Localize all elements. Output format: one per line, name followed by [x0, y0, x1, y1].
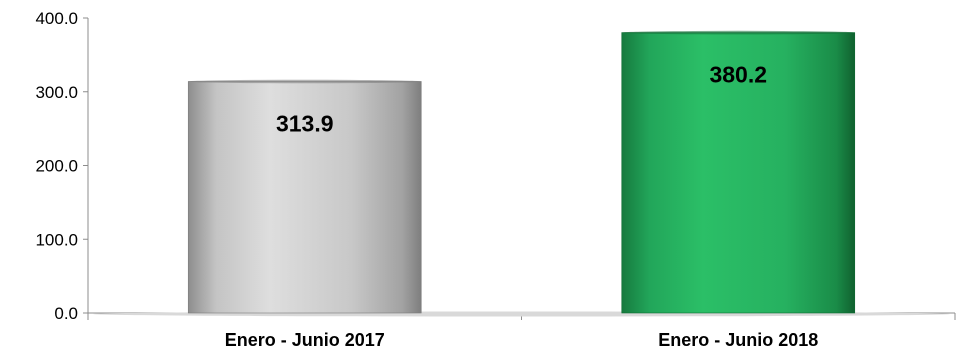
bar-1 [187, 81, 422, 314]
y-tick-label: 200.0 [35, 157, 78, 176]
bar-2 [621, 32, 856, 314]
data-label-1: 313.9 [276, 110, 334, 136]
y-tick-label: 300.0 [35, 83, 78, 102]
y-tick-label: 100.0 [35, 230, 78, 249]
bar-top-edge [188, 79, 422, 84]
labels: 0.0 100.0 200.0 300.0 400.0 313.9 Enero - Juni… [35, 9, 818, 350]
data-label-2: 380.2 [709, 62, 767, 88]
y-tick-label: 400.0 [35, 9, 78, 28]
y-tick-label: 0.0 [54, 304, 78, 323]
bar-top-edge [621, 30, 855, 35]
bars [187, 30, 856, 314]
x-tick-label: Enero - Junio 2018 [658, 330, 818, 350]
x-tick-label: Enero - Junio 2017 [225, 330, 385, 350]
